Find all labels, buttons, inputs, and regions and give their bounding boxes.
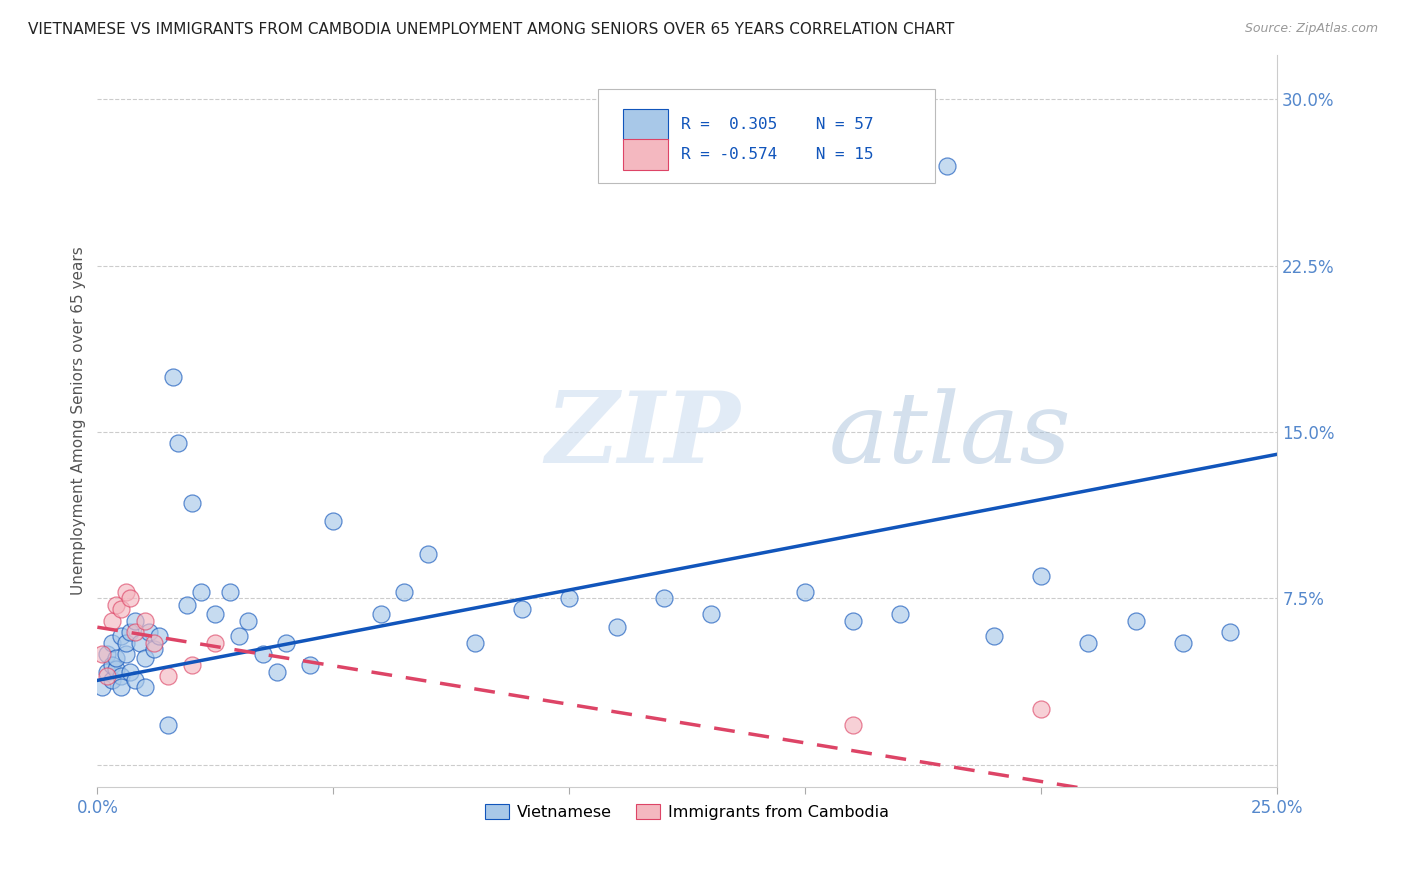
Point	[228, 629, 250, 643]
Point	[110, 629, 132, 643]
Point	[298, 657, 321, 672]
Point	[134, 680, 156, 694]
Point	[157, 717, 180, 731]
Point	[114, 636, 136, 650]
Point	[176, 598, 198, 612]
Point	[1219, 624, 1241, 639]
Point	[91, 647, 114, 661]
Point	[218, 584, 240, 599]
Text: R = -0.574    N = 15: R = -0.574 N = 15	[681, 147, 873, 162]
Point	[134, 614, 156, 628]
Point	[392, 584, 415, 599]
Text: Source: ZipAtlas.com: Source: ZipAtlas.com	[1244, 22, 1378, 36]
Point	[105, 651, 128, 665]
Point	[100, 673, 122, 688]
Point	[605, 620, 627, 634]
Point	[114, 647, 136, 661]
Point	[110, 669, 132, 683]
Point	[416, 547, 439, 561]
Text: R =  0.305    N = 57: R = 0.305 N = 57	[681, 117, 873, 132]
Point	[166, 436, 188, 450]
Point	[100, 657, 122, 672]
Point	[105, 662, 128, 676]
Point	[510, 602, 533, 616]
Point	[105, 598, 128, 612]
Point	[143, 642, 166, 657]
Point	[110, 602, 132, 616]
Point	[322, 514, 344, 528]
Point	[128, 636, 150, 650]
Point	[935, 159, 957, 173]
Point	[120, 665, 142, 679]
Point	[124, 673, 146, 688]
Point	[162, 369, 184, 384]
Point	[266, 665, 288, 679]
Y-axis label: Unemployment Among Seniors over 65 years: Unemployment Among Seniors over 65 years	[72, 246, 86, 595]
Point	[252, 647, 274, 661]
Text: atlas: atlas	[830, 388, 1071, 483]
Point	[100, 636, 122, 650]
Point	[148, 629, 170, 643]
Point	[370, 607, 392, 621]
Point	[134, 651, 156, 665]
Point	[238, 614, 260, 628]
Point	[1031, 702, 1053, 716]
Point	[96, 669, 118, 683]
Point	[841, 717, 863, 731]
Point	[652, 591, 675, 606]
Point	[110, 680, 132, 694]
Point	[124, 624, 146, 639]
Point	[190, 584, 212, 599]
Point	[204, 636, 226, 650]
Point	[464, 636, 486, 650]
Point	[143, 636, 166, 650]
Point	[138, 624, 160, 639]
Point	[276, 636, 298, 650]
Point	[180, 496, 202, 510]
Point	[1125, 614, 1147, 628]
Point	[96, 647, 118, 661]
Point	[841, 614, 863, 628]
Point	[889, 607, 911, 621]
Point	[180, 657, 202, 672]
Point	[157, 669, 180, 683]
Point	[120, 624, 142, 639]
Point	[114, 584, 136, 599]
Point	[983, 629, 1005, 643]
Text: VIETNAMESE VS IMMIGRANTS FROM CAMBODIA UNEMPLOYMENT AMONG SENIORS OVER 65 YEARS : VIETNAMESE VS IMMIGRANTS FROM CAMBODIA U…	[28, 22, 955, 37]
Legend: Vietnamese, Immigrants from Cambodia: Vietnamese, Immigrants from Cambodia	[479, 798, 896, 826]
Point	[794, 584, 817, 599]
Point	[91, 680, 114, 694]
Point	[204, 607, 226, 621]
Point	[1031, 569, 1053, 583]
Point	[124, 614, 146, 628]
Point	[1077, 636, 1099, 650]
Point	[120, 591, 142, 606]
Point	[1171, 636, 1194, 650]
Text: ZIP: ZIP	[546, 387, 741, 483]
Point	[100, 614, 122, 628]
Point	[558, 591, 581, 606]
Point	[700, 607, 723, 621]
Point	[96, 665, 118, 679]
